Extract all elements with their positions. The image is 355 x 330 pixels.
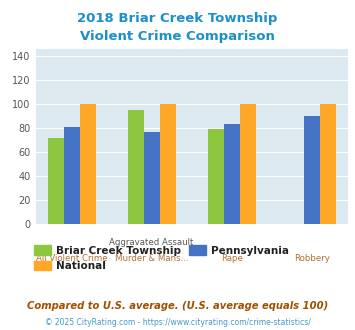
Bar [240,104,256,224]
Bar [304,116,320,224]
Bar [80,104,95,224]
Bar [208,129,224,224]
Text: Murder & Mans...: Murder & Mans... [115,254,189,263]
Bar [320,104,336,224]
Bar [144,132,160,224]
Bar [48,138,64,224]
Text: © 2025 CityRating.com - https://www.cityrating.com/crime-statistics/: © 2025 CityRating.com - https://www.city… [45,318,310,327]
Text: All Violent Crime: All Violent Crime [36,254,107,263]
Text: Compared to U.S. average. (U.S. average equals 100): Compared to U.S. average. (U.S. average … [27,301,328,311]
Text: Robbery: Robbery [294,254,330,263]
Bar [64,127,80,224]
Text: 2018 Briar Creek Township
Violent Crime Comparison: 2018 Briar Creek Township Violent Crime … [77,12,278,43]
Bar [224,124,240,224]
Bar [160,104,176,224]
Text: Rape: Rape [221,254,243,263]
Legend: Briar Creek Township, National, Pennsylvania: Briar Creek Township, National, Pennsylv… [30,241,294,275]
Text: Aggravated Assault: Aggravated Assault [109,238,194,248]
Bar [127,110,144,224]
